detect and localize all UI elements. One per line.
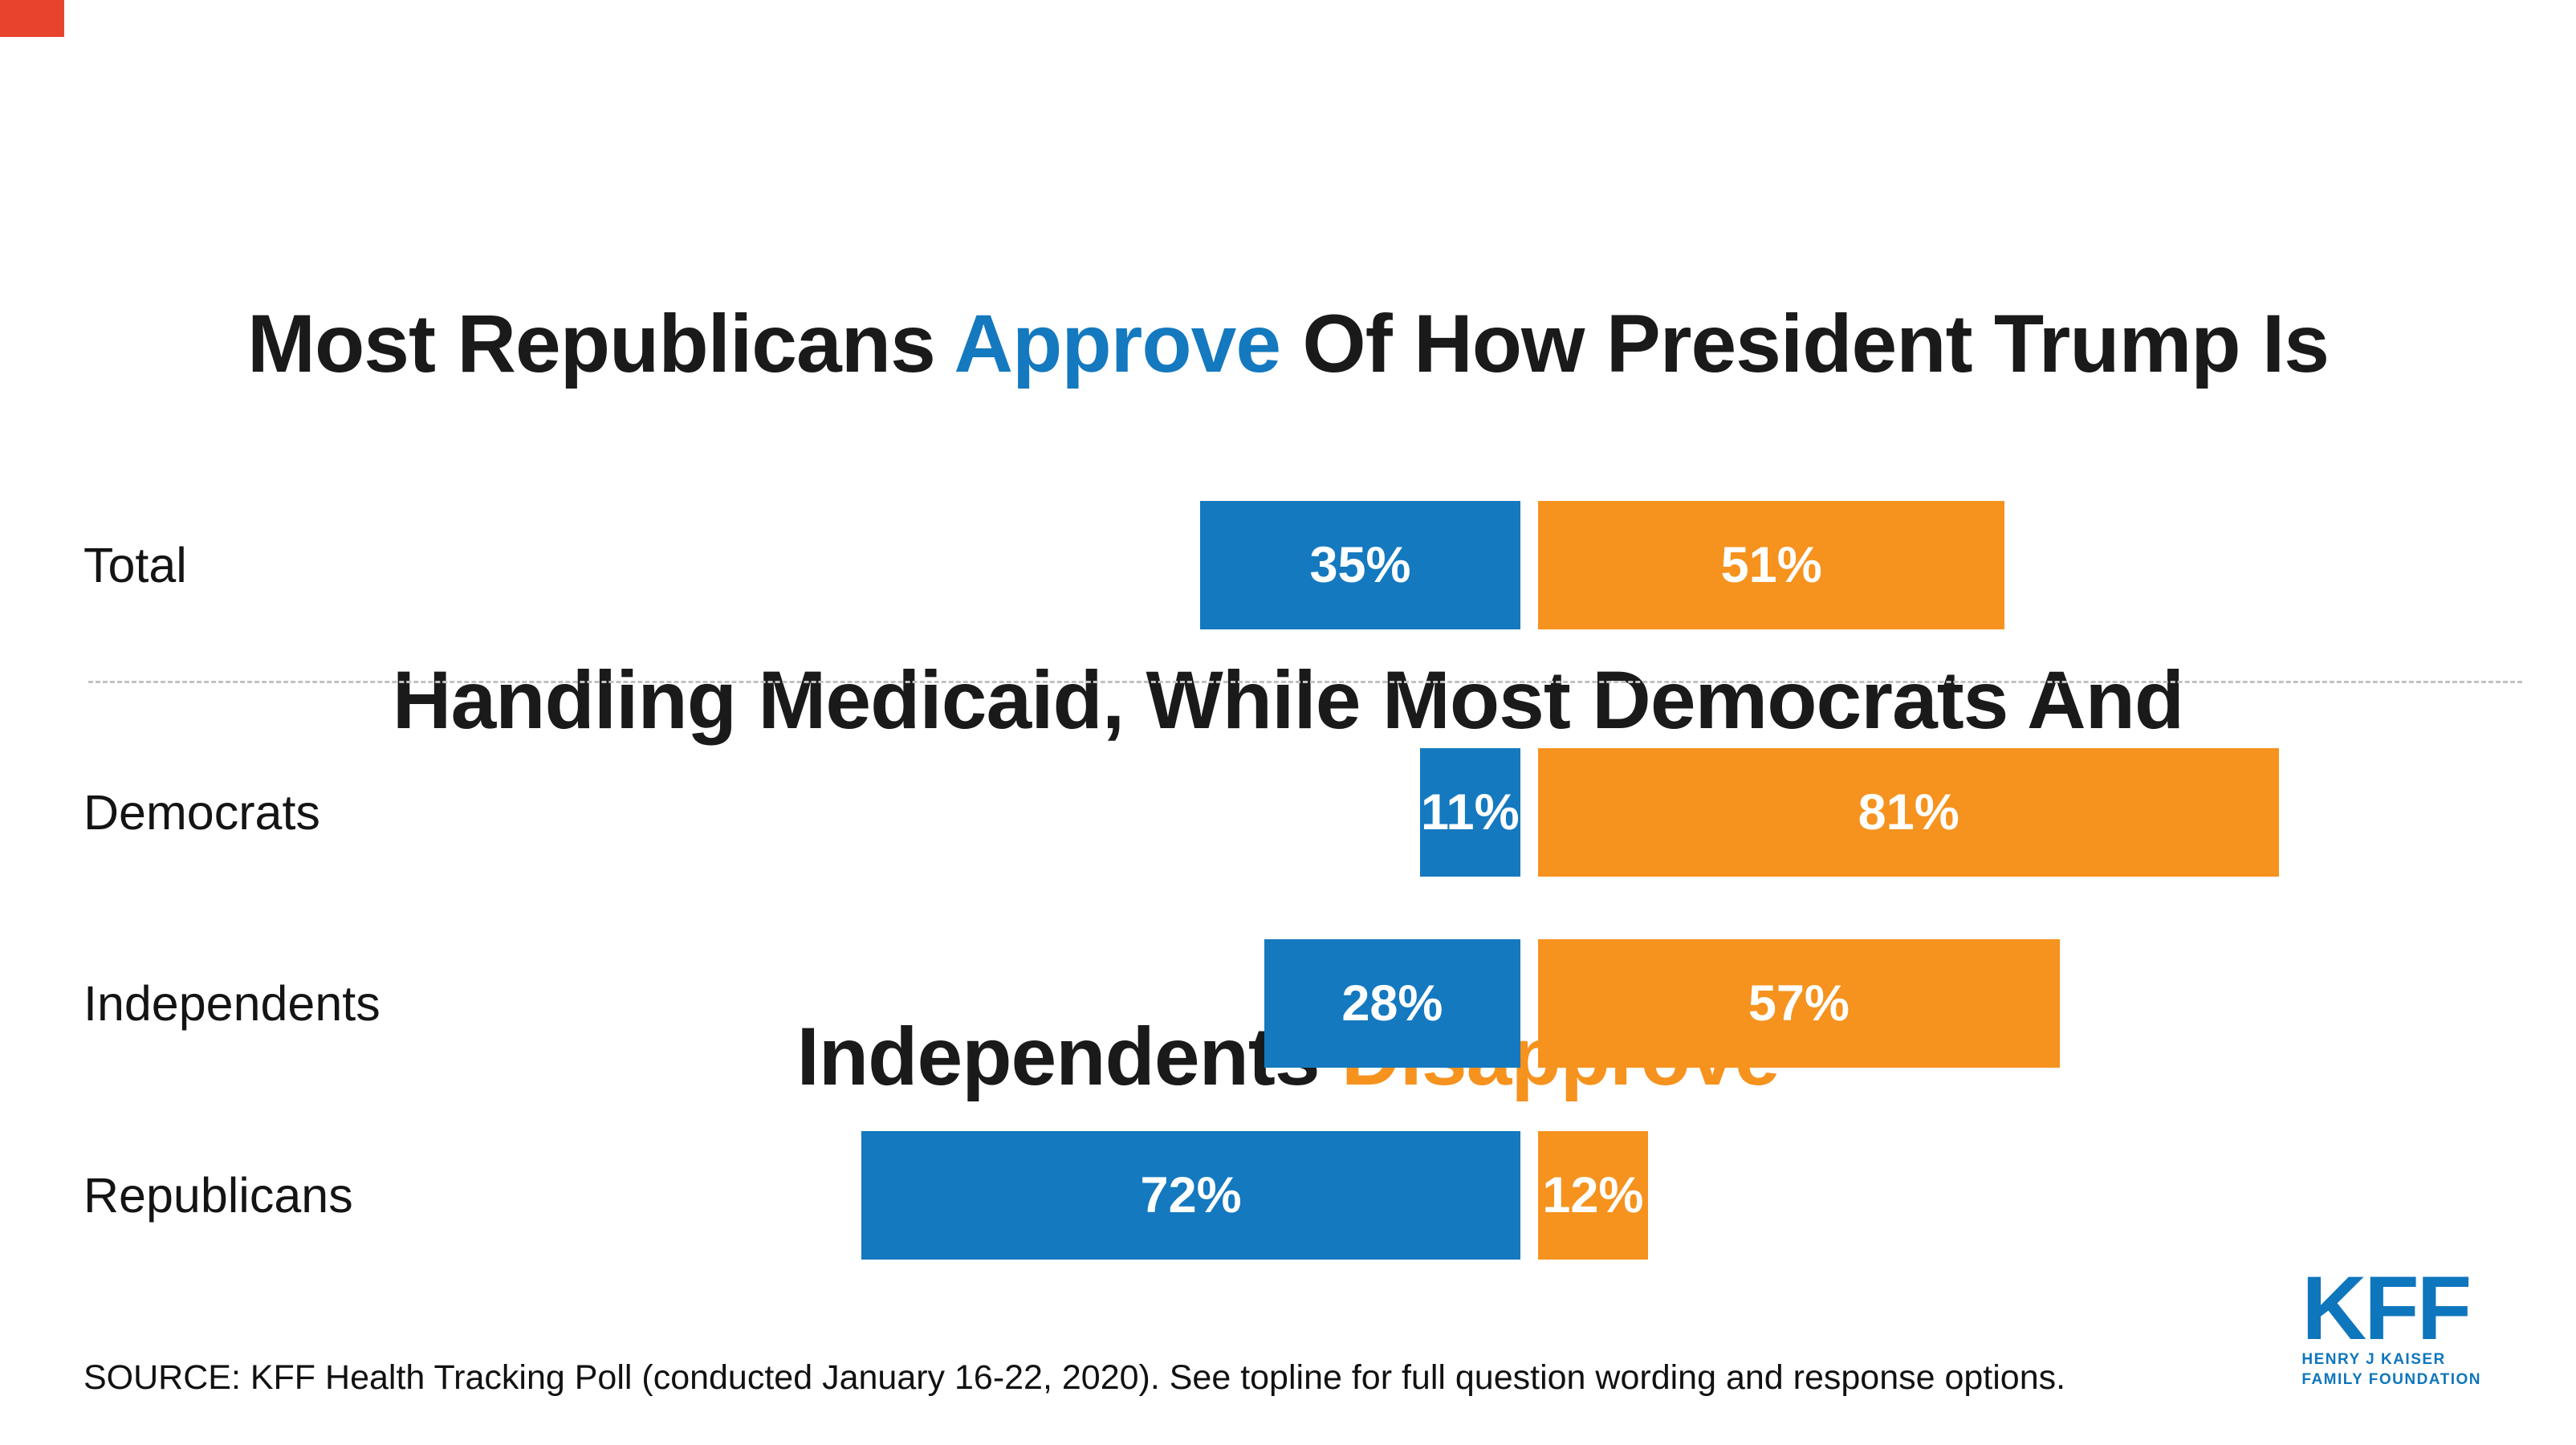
title-line-2: Handling Medicaid, While Most Democrats …: [392, 654, 2184, 746]
approve-bar-independents: 28%: [1264, 939, 1520, 1068]
row-label-republicans: Republicans: [83, 1168, 353, 1223]
divider-dashed-line: [88, 681, 2522, 683]
kff-logo-subline-1: HENRY J KAISER: [2301, 1351, 2446, 1368]
row-label-democrats: Democrats: [83, 785, 320, 840]
disapprove-value-total: 51%: [1720, 537, 1822, 593]
approve-bar-democrats: 11%: [1419, 748, 1520, 877]
title-text-2: Of How President Trump Is: [1280, 298, 2330, 389]
approve-value-independents: 28%: [1341, 975, 1443, 1032]
approve-value-total: 35%: [1309, 537, 1411, 593]
title-approve-highlight: Approve: [954, 298, 1281, 389]
approve-value-republicans: 72%: [1140, 1167, 1242, 1223]
kff-logo: KFF HENRY J KAISER FAMILY FOUNDATION: [2301, 1258, 2481, 1388]
approve-value-democrats: 11%: [1420, 784, 1520, 841]
title-text-1: Most Republicans: [247, 298, 954, 389]
row-label-independents: Independents: [83, 976, 380, 1031]
disapprove-bar-total: 51%: [1538, 501, 2005, 629]
title-text-3: Independents: [796, 1011, 1341, 1102]
approve-bar-republicans: 72%: [861, 1131, 1520, 1260]
corner-mark: [0, 0, 64, 37]
disapprove-bar-republicans: 12%: [1538, 1131, 1648, 1260]
disapprove-value-democrats: 81%: [1858, 784, 1959, 841]
disapprove-bar-independents: 57%: [1538, 939, 2060, 1068]
kff-logo-subline-2: FAMILY FOUNDATION: [2301, 1371, 2481, 1388]
approve-bar-total: 35%: [1200, 501, 1520, 629]
source-note: SOURCE: KFF Health Tracking Poll (conduc…: [83, 1358, 2066, 1397]
disapprove-bar-democrats: 81%: [1538, 748, 2280, 877]
row-label-total: Total: [83, 538, 187, 592]
disapprove-value-republicans: 12%: [1542, 1167, 1644, 1223]
disapprove-value-independents: 57%: [1748, 975, 1850, 1032]
title-line-1: Most Republicans Approve Of How Presiden…: [0, 284, 2576, 403]
kff-logo-text: KFF: [2301, 1258, 2472, 1358]
